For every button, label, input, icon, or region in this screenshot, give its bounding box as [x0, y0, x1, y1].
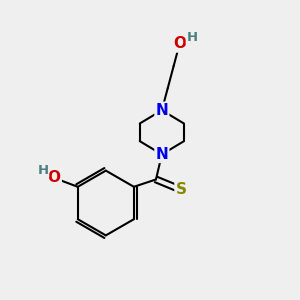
Text: H: H	[186, 31, 197, 44]
Text: N: N	[155, 147, 168, 162]
Text: O: O	[48, 170, 61, 185]
Text: S: S	[176, 182, 187, 197]
Text: O: O	[173, 37, 186, 52]
Text: N: N	[155, 103, 168, 118]
Text: H: H	[38, 164, 49, 177]
